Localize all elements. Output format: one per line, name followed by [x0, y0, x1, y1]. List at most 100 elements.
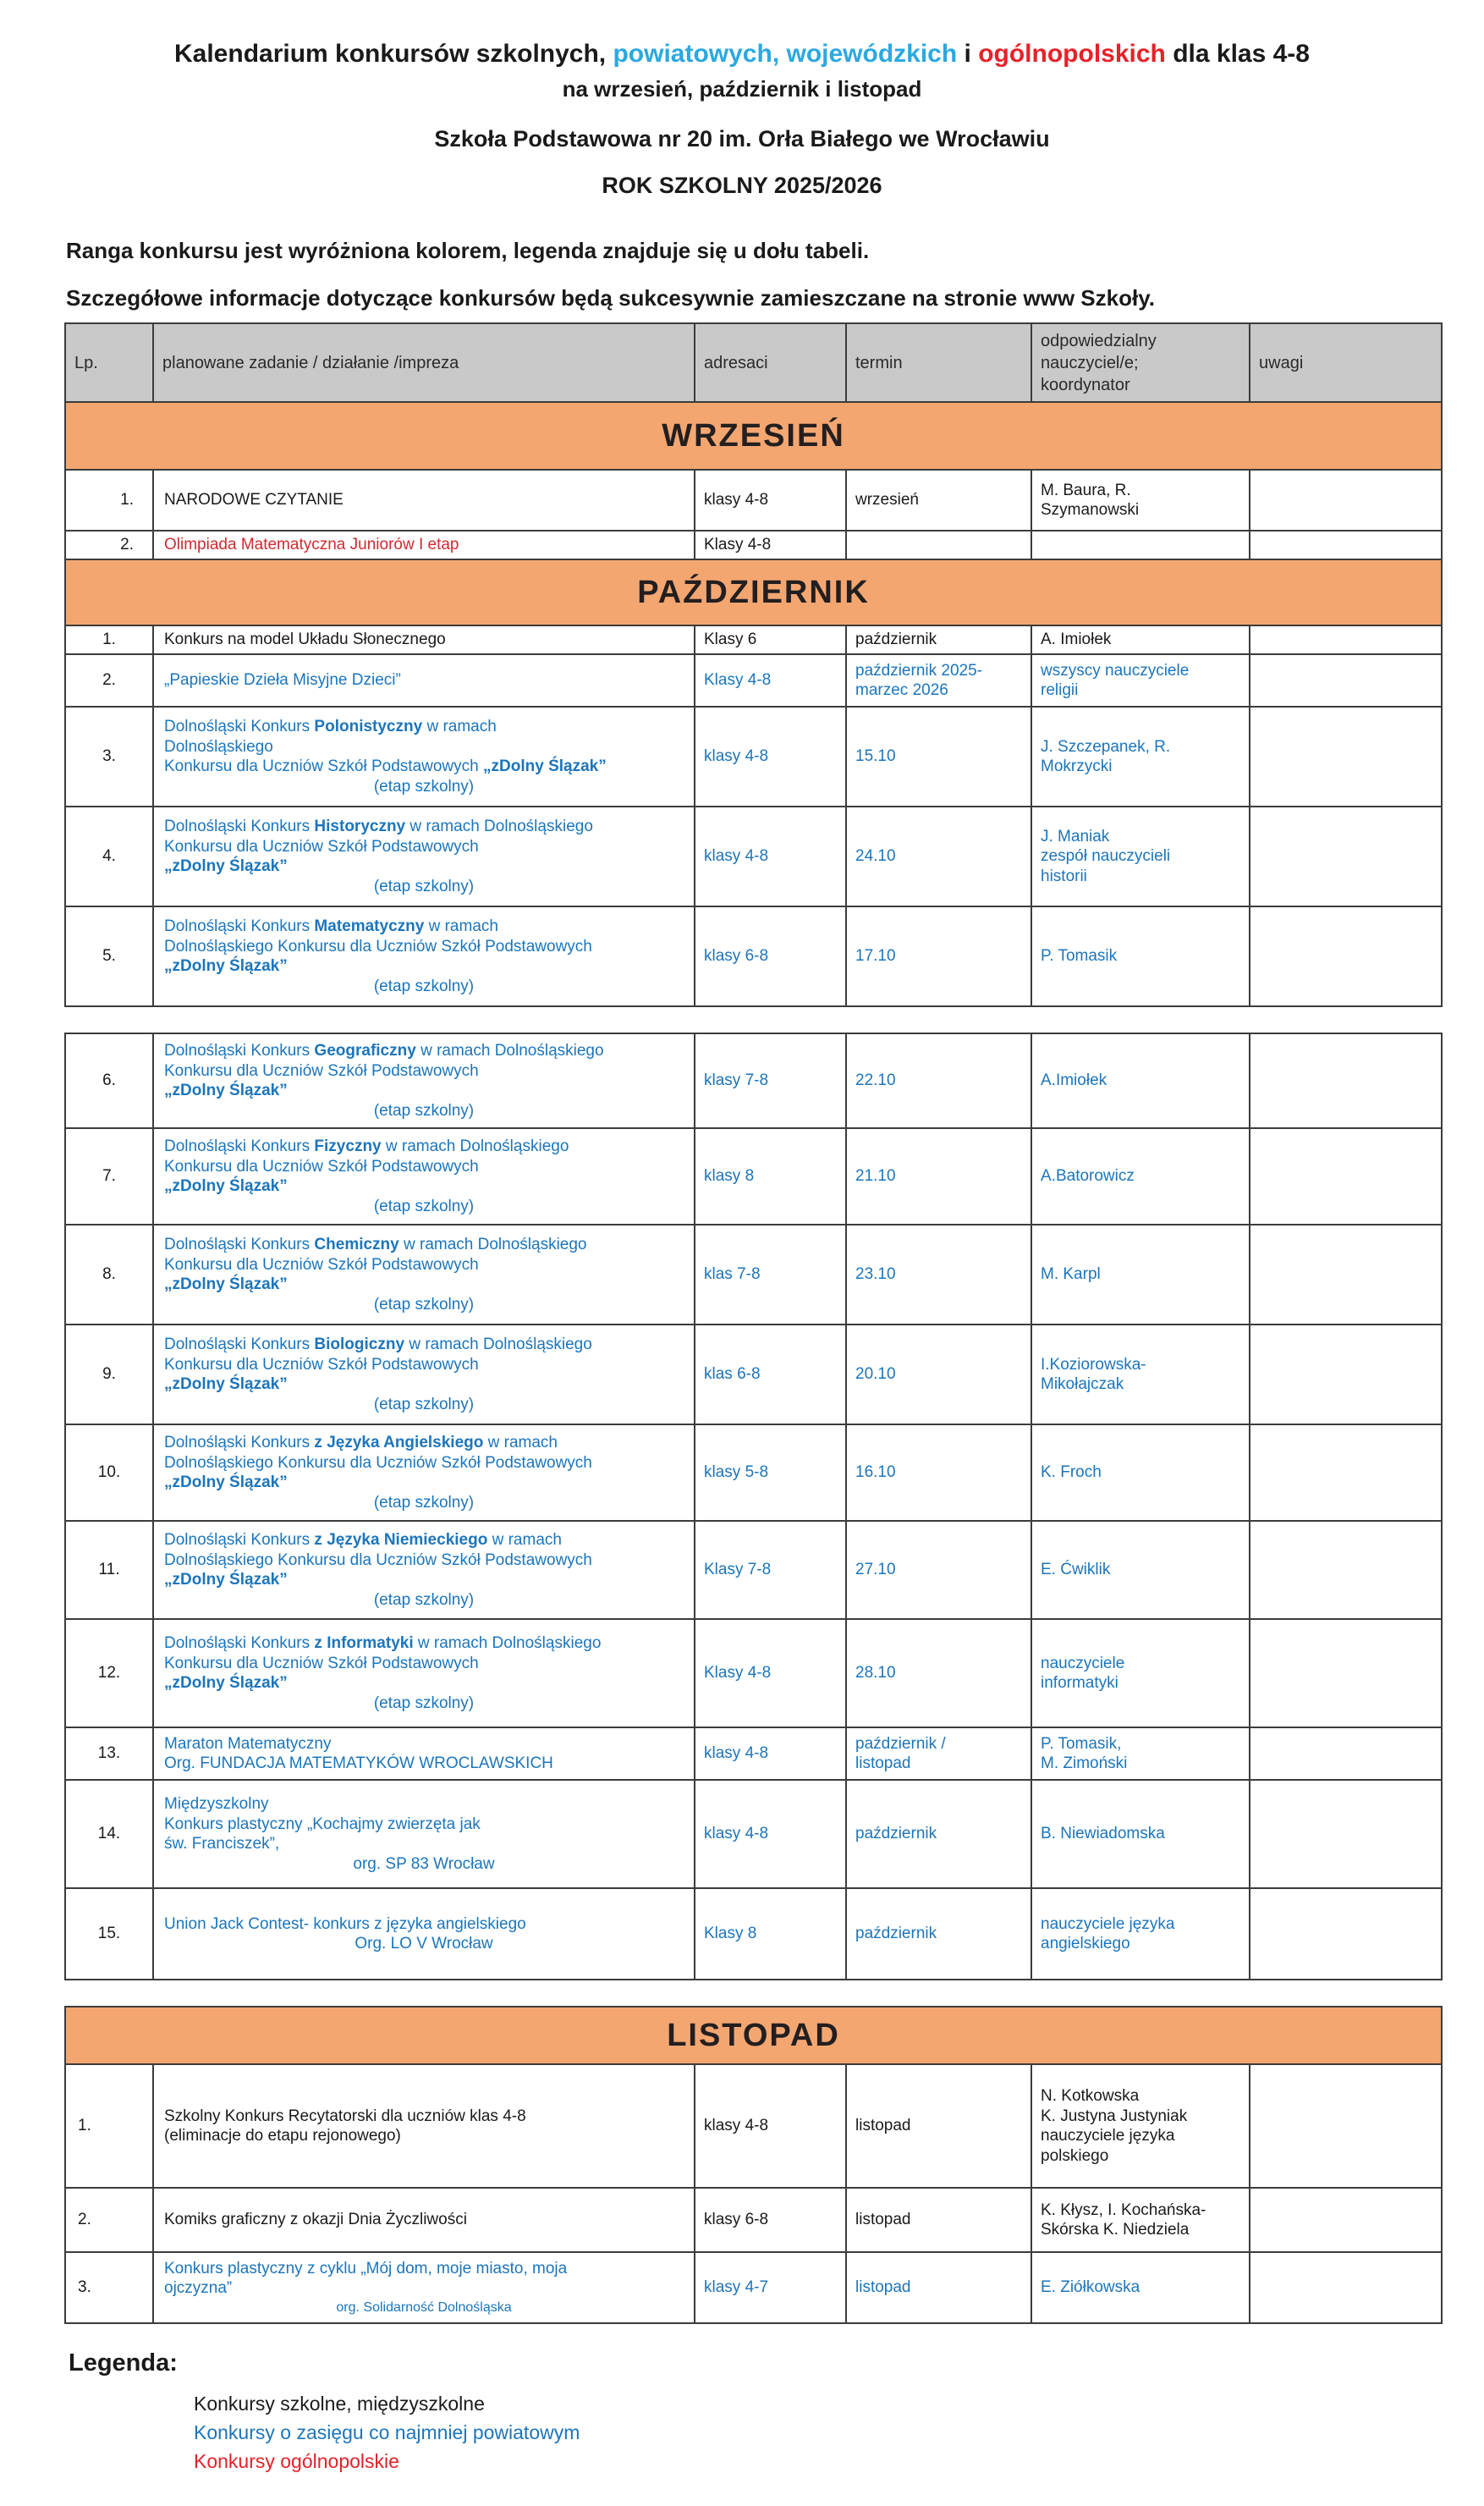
task-line: org. Solidarność Dolnośląska	[336, 2299, 512, 2315]
title-segment: Kalendarium konkursów szkolnych,	[174, 40, 613, 68]
note-details-info: Szczegółowe informacje dotyczące konkurs…	[66, 285, 1155, 311]
responsible-cell: J. Szczepanek, R. Mokrzycki	[1032, 708, 1250, 806]
adresaci-cell: klasy 4-8	[695, 708, 847, 806]
responsible-cell: M. Karpl	[1032, 1225, 1250, 1324]
task-line: (etap szkolny)	[373, 1694, 475, 1712]
table-row: 2. Komiks graficzny z okazji Dnia Życzliw…	[64, 2189, 1443, 2253]
intro-notes: Ranga konkursu jest wyróżniona kolorem, …	[66, 238, 1443, 311]
page-break-gap	[64, 1007, 1443, 1033]
adresaci-cell: Klasy 4-8	[695, 531, 847, 559]
task-line: Dolnośląskiego	[164, 737, 273, 756]
task-line: Dolnośląski Konkurs Fizyczny w ramach Do…	[164, 1137, 569, 1155]
task-line: Dolnośląski Konkurs Biologiczny w ramach…	[164, 1336, 592, 1353]
task-line: „zDolny Ślązak”	[164, 857, 288, 875]
table-row: 4. Dolnośląski Konkurs Historyczny w rama…	[64, 807, 1443, 907]
responsible-cell	[1032, 531, 1250, 559]
adresaci-cell: Klasy 4-8	[695, 655, 847, 706]
task-cell: Dolnośląski Konkurs Chemiczny w ramach D…	[154, 1225, 695, 1324]
lp-cell: 2.	[66, 655, 154, 706]
table-row: 15. Union Jack Contest- konkurs z języka …	[64, 1889, 1443, 1980]
section-band-listopad: LISTOPAD	[66, 2008, 1441, 2063]
table-row: 1. NARODOWE CZYTANIE klasy 4-8 wrzesień M. B…	[64, 471, 1443, 531]
termin-cell: 28.10	[847, 1620, 1032, 1727]
legend-item: Konkursy szkolne, międzyszkolne	[194, 2393, 485, 2415]
task-line: org. SP 83 Wrocław	[353, 1854, 495, 1873]
lp-cell: 2.	[66, 2189, 154, 2251]
task-line: „zDolny Ślązak”	[164, 1571, 288, 1589]
task-cell: Konkurs plastyczny z cyklu „Mój dom, moj…	[154, 2253, 695, 2322]
responsible-cell: B. Niewiadomska	[1032, 1781, 1250, 1887]
section-row: LISTOPAD	[64, 2006, 1443, 2065]
table-row: 6. Dolnośląski Konkurs Geograficzny w ram…	[64, 1033, 1443, 1129]
task-line: Konkursu dla Uczniów Szkół Podstawowych	[164, 837, 479, 856]
task-cell: Olimpiada Matematyczna Juniorów I etap	[154, 531, 695, 559]
task-cell: Dolnośląski Konkurs z Języka Niemieckieg…	[154, 1522, 695, 1618]
table-row: 3. Dolnośląski Konkurs Polonistyczny w ra…	[64, 708, 1443, 807]
responsible-cell: E. Ćwiklik	[1032, 1522, 1250, 1618]
lp-cell: 1.	[66, 626, 154, 653]
task-line: (etap szkolny)	[373, 877, 475, 895]
section-row: PAŹDZIERNIK	[64, 560, 1443, 626]
table-row: 1. Szkolny Konkurs Recytatorski dla uczni…	[64, 2065, 1443, 2189]
lp-cell: 6.	[66, 1034, 154, 1127]
task-line: (etap szkolny)	[373, 1101, 475, 1120]
responsible-cell: K. Kłysz, I. Kochańska- Skórska K. Niedz…	[1032, 2189, 1250, 2251]
termin-cell: 15.10	[847, 708, 1032, 806]
task-line: Org. FUNDACJA MATEMATYKÓW WROCLAWSKICH	[164, 1754, 553, 1772]
calendar-table: Lp. planowane zadanie / działanie /imprez…	[64, 322, 1443, 2324]
termin-cell: październik	[847, 626, 1032, 653]
legend-item: Konkursy ogólnopolskie	[194, 2450, 399, 2472]
table-header-row: Lp. planowane zadanie / działanie /imprez…	[64, 322, 1443, 403]
termin-cell: listopad	[847, 2065, 1032, 2187]
adresaci-cell: Klasy 7-8	[695, 1522, 847, 1618]
note-rank-info: Ranga konkursu jest wyróżniona kolorem, …	[66, 238, 870, 263]
task-line: Dolnośląski Konkurs Polonistyczny w rama…	[164, 718, 497, 735]
notes-cell	[1250, 626, 1441, 653]
lp-cell: 5.	[66, 907, 154, 1005]
notes-cell	[1250, 1034, 1441, 1127]
task-cell: Dolnośląski Konkurs Biologiczny w ramach…	[154, 1325, 695, 1424]
adresaci-cell: klas 6-8	[695, 1325, 847, 1424]
task-cell: Maraton Matematyczny Org. FUNDACJA MATEMA…	[154, 1728, 695, 1779]
lp-cell: 1.	[66, 2065, 154, 2187]
task-cell: „Papieskie Dzieła Misyjne Dzieci”	[154, 655, 695, 706]
task-line: „zDolny Ślązak”	[164, 1275, 288, 1293]
section-row: WRZESIEŃ	[64, 403, 1443, 471]
task-cell: Międzyszkolny Konkurs plastyczny „Kochajm…	[154, 1781, 695, 1887]
task-line: „zDolny Ślązak”	[164, 1375, 288, 1393]
table-row: 12. Dolnośląski Konkurs z Informatyki w r…	[64, 1620, 1443, 1728]
task-line: Konkurs plastyczny z cyklu „Mój dom, moj…	[164, 2259, 568, 2277]
termin-cell: październik / listopad	[847, 1728, 1032, 1779]
responsible-cell: A. Imiołek	[1032, 626, 1250, 653]
lp-cell: 11.	[66, 1522, 154, 1618]
responsible-cell: E. Ziółkowska	[1032, 2253, 1250, 2322]
responsible-cell: wszyscy nauczyciele religii	[1032, 655, 1250, 706]
lp-cell: 13.	[66, 1728, 154, 1779]
task-line: Dolnośląski Konkurs Historyczny w ramach…	[164, 818, 593, 835]
responsible-cell: I.Koziorowska- Mikołajczak	[1032, 1325, 1250, 1424]
column-header-uwagi: uwagi	[1250, 324, 1441, 401]
task-line: (etap szkolny)	[373, 1295, 475, 1314]
lp-cell: 2.	[66, 531, 154, 559]
task-line: „zDolny Ślązak”	[164, 1473, 288, 1491]
task-line: Konkursu dla Uczniów Szkół Podstawowych	[164, 1654, 479, 1672]
legend: Legenda: Konkursy szkolne, międzyszkolne…	[69, 2349, 1443, 2499]
task-line: „zDolny Ślązak”	[164, 1177, 288, 1195]
table-row: 10. Dolnośląski Konkurs z Języka Angielsk…	[64, 1425, 1443, 1522]
termin-cell: 21.10	[847, 1129, 1032, 1224]
task-line: (etap szkolny)	[373, 1395, 475, 1413]
task-line: Dolnośląskiego Konkursu dla Uczniów Szkó…	[164, 1550, 592, 1569]
task-line: Komiks graficzny z okazji Dnia Życzliwoś…	[164, 2211, 467, 2229]
task-line: Dolnośląski Konkurs Geograficzny w ramac…	[164, 1042, 604, 1060]
task-line: Dolnośląski Konkurs z Języka Angielskieg…	[164, 1434, 558, 1451]
notes-cell	[1250, 2065, 1441, 2187]
task-line: Konkurs na model Układu Słonecznego	[164, 631, 446, 649]
document-header: Kalendarium konkursów szkolnych, powiato…	[0, 0, 1484, 199]
lp-cell: 12.	[66, 1620, 154, 1727]
column-header-termin: termin	[847, 324, 1032, 401]
table-row: 7. Dolnośląski Konkurs Fizyczny w ramach …	[64, 1129, 1443, 1225]
responsible-cell: nauczyciele języka angielskiego	[1032, 1889, 1250, 1979]
task-line: Dolnośląski Konkurs z Informatyki w rama…	[164, 1634, 602, 1652]
termin-cell: październik	[847, 1781, 1032, 1887]
table-row: 11. Dolnośląski Konkurs z Języka Niemieck…	[64, 1522, 1443, 1620]
